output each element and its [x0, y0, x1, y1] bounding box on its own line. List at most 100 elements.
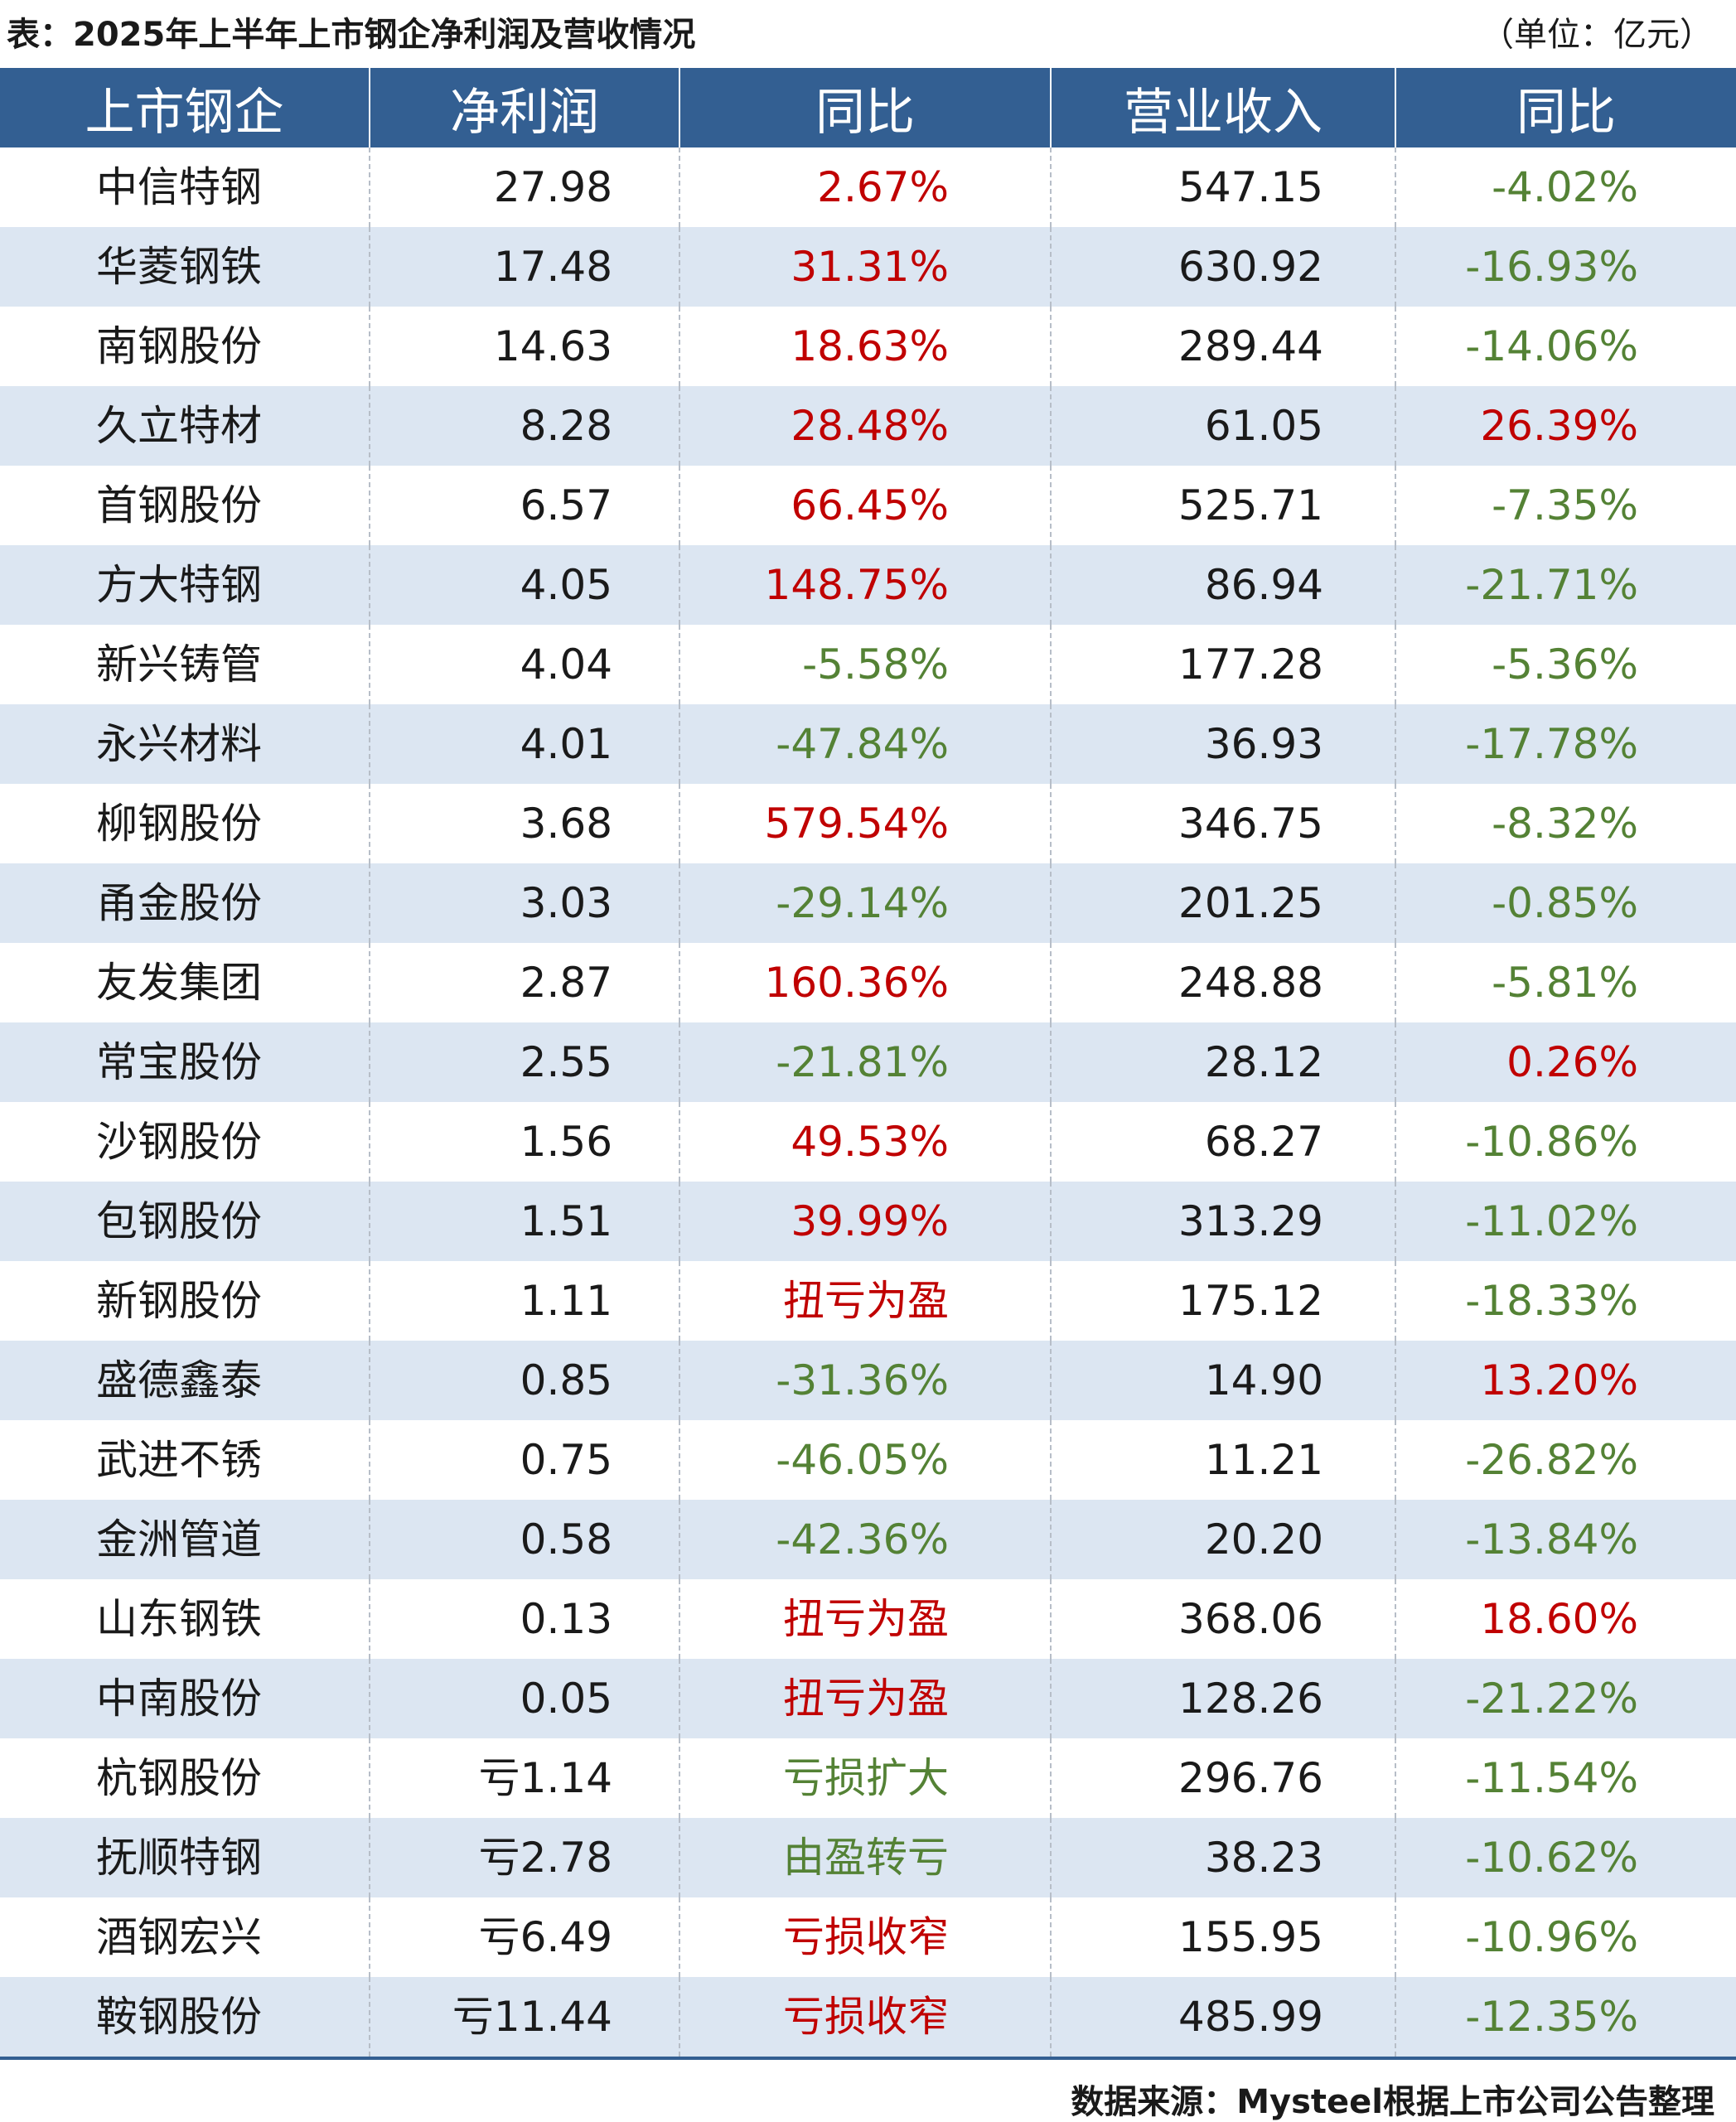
- profit-yoy-cell: -47.84%: [679, 704, 1051, 784]
- revenue-yoy-cell: -16.93%: [1395, 227, 1736, 307]
- net-profit-cell: 1.51: [369, 1182, 679, 1261]
- company-cell: 华菱钢铁: [96, 243, 262, 291]
- table-row: 抚顺特钢 亏2.78 由盈转亏 38.23 -10.62%: [0, 1818, 1736, 1897]
- table-row: 沙钢股份 1.56 49.53% 68.27 -10.86%: [0, 1102, 1736, 1182]
- company-cell: 永兴材料: [96, 720, 262, 768]
- company-cell: 金洲管道: [96, 1515, 262, 1564]
- net-profit-cell: 0.13: [369, 1579, 679, 1659]
- header-company: 上市钢企: [85, 83, 284, 142]
- revenue-cell: 36.93: [1050, 704, 1395, 784]
- revenue-yoy-cell: 13.20%: [1395, 1341, 1736, 1420]
- net-profit-cell: 亏11.44: [369, 1977, 679, 2060]
- company-cell: 甬金股份: [96, 879, 262, 927]
- profit-yoy-cell: 579.54%: [679, 784, 1051, 863]
- company-cell: 久立特材: [96, 402, 262, 450]
- net-profit-cell: 3.03: [369, 863, 679, 943]
- table-row: 山东钢铁 0.13 扭亏为盈 368.06 18.60%: [0, 1579, 1736, 1659]
- company-cell: 柳钢股份: [96, 800, 262, 848]
- company-cell: 中南股份: [96, 1675, 262, 1723]
- revenue-yoy-cell: -10.86%: [1395, 1102, 1736, 1182]
- company-cell: 沙钢股份: [96, 1118, 262, 1166]
- table-row: 方大特钢 4.05 148.75% 86.94 -21.71%: [0, 545, 1736, 625]
- table-row: 盛德鑫泰 0.85 -31.36% 14.90 13.20%: [0, 1341, 1736, 1420]
- net-profit-cell: 0.85: [369, 1341, 679, 1420]
- revenue-cell: 630.92: [1050, 227, 1395, 307]
- net-profit-cell: 3.68: [369, 784, 679, 863]
- table-header-row: 上市钢企 净利润 同比 营业收入 同比: [0, 68, 1736, 147]
- revenue-yoy-cell: -18.33%: [1395, 1261, 1736, 1341]
- net-profit-cell: 亏6.49: [369, 1897, 679, 1977]
- table-row: 南钢股份 14.63 18.63% 289.44 -14.06%: [0, 307, 1736, 386]
- revenue-yoy-cell: -0.85%: [1395, 863, 1736, 943]
- company-cell: 包钢股份: [96, 1197, 262, 1245]
- revenue-yoy-cell: -17.78%: [1395, 704, 1736, 784]
- revenue-cell: 346.75: [1050, 784, 1395, 863]
- steel-companies-table: 上市钢企 净利润 同比 营业收入 同比 中信特钢 27.98 2.67% 547.15…: [0, 68, 1736, 2060]
- company-cell: 抚顺特钢: [96, 1834, 262, 1882]
- table-row: 中信特钢 27.98 2.67% 547.15 -4.02%: [0, 147, 1736, 227]
- net-profit-cell: 0.58: [369, 1500, 679, 1579]
- profit-yoy-cell: 31.31%: [679, 227, 1051, 307]
- revenue-cell: 11.21: [1050, 1420, 1395, 1500]
- header-net-profit: 净利润: [369, 68, 679, 147]
- revenue-cell: 248.88: [1050, 943, 1395, 1022]
- table-row: 金洲管道 0.58 -42.36% 20.20 -13.84%: [0, 1500, 1736, 1579]
- revenue-yoy-cell: -21.22%: [1395, 1659, 1736, 1738]
- title-bar: 表：2025年上半年上市钢企净利润及营收情况 （单位：亿元）: [0, 0, 1736, 70]
- company-cell: 友发集团: [96, 959, 262, 1007]
- net-profit-cell: 2.87: [369, 943, 679, 1022]
- revenue-yoy-cell: 26.39%: [1395, 386, 1736, 466]
- net-profit-cell: 17.48: [369, 227, 679, 307]
- net-profit-cell: 8.28: [369, 386, 679, 466]
- revenue-cell: 68.27: [1050, 1102, 1395, 1182]
- profit-yoy-cell: -5.58%: [679, 625, 1051, 704]
- table-row: 杭钢股份 亏1.14 亏损扩大 296.76 -11.54%: [0, 1738, 1736, 1818]
- company-cell: 酒钢宏兴: [96, 1913, 262, 1961]
- net-profit-cell: 0.05: [369, 1659, 679, 1738]
- net-profit-cell: 亏2.78: [369, 1818, 679, 1897]
- profit-yoy-cell: 39.99%: [679, 1182, 1051, 1261]
- profit-yoy-cell: 亏损收窄: [679, 1897, 1051, 1977]
- net-profit-cell: 14.63: [369, 307, 679, 386]
- revenue-yoy-cell: -11.54%: [1395, 1738, 1736, 1818]
- header-revenue: 营业收入: [1050, 68, 1395, 147]
- profit-yoy-cell: 由盈转亏: [679, 1818, 1051, 1897]
- revenue-yoy-cell: -26.82%: [1395, 1420, 1736, 1500]
- revenue-cell: 485.99: [1050, 1977, 1395, 2060]
- revenue-yoy-cell: -11.02%: [1395, 1182, 1736, 1261]
- profit-yoy-cell: 66.45%: [679, 466, 1051, 545]
- company-cell: 武进不锈: [96, 1436, 262, 1484]
- revenue-cell: 547.15: [1050, 147, 1395, 227]
- net-profit-cell: 1.11: [369, 1261, 679, 1341]
- profit-yoy-cell: 148.75%: [679, 545, 1051, 625]
- revenue-cell: 20.20: [1050, 1500, 1395, 1579]
- profit-yoy-cell: 49.53%: [679, 1102, 1051, 1182]
- revenue-cell: 28.12: [1050, 1022, 1395, 1102]
- table-row: 包钢股份 1.51 39.99% 313.29 -11.02%: [0, 1182, 1736, 1261]
- company-cell: 常宝股份: [96, 1038, 262, 1086]
- net-profit-cell: 4.05: [369, 545, 679, 625]
- profit-yoy-cell: 160.36%: [679, 943, 1051, 1022]
- revenue-cell: 86.94: [1050, 545, 1395, 625]
- revenue-yoy-cell: -5.36%: [1395, 625, 1736, 704]
- table-row: 武进不锈 0.75 -46.05% 11.21 -26.82%: [0, 1420, 1736, 1500]
- net-profit-cell: 27.98: [369, 147, 679, 227]
- revenue-yoy-cell: 18.60%: [1395, 1579, 1736, 1659]
- net-profit-cell: 0.75: [369, 1420, 679, 1500]
- revenue-cell: 313.29: [1050, 1182, 1395, 1261]
- table-row: 中南股份 0.05 扭亏为盈 128.26 -21.22%: [0, 1659, 1736, 1738]
- net-profit-cell: 亏1.14: [369, 1738, 679, 1818]
- company-cell: 首钢股份: [96, 481, 262, 529]
- profit-yoy-cell: 扭亏为盈: [679, 1261, 1051, 1341]
- revenue-cell: 61.05: [1050, 386, 1395, 466]
- revenue-yoy-cell: -5.81%: [1395, 943, 1736, 1022]
- company-cell: 南钢股份: [96, 322, 262, 370]
- revenue-cell: 296.76: [1050, 1738, 1395, 1818]
- revenue-yoy-cell: 0.26%: [1395, 1022, 1736, 1102]
- table-row: 华菱钢铁 17.48 31.31% 630.92 -16.93%: [0, 227, 1736, 307]
- net-profit-cell: 4.04: [369, 625, 679, 704]
- revenue-cell: 14.90: [1050, 1341, 1395, 1420]
- company-cell: 中信特钢: [96, 163, 262, 211]
- header-profit-yoy: 同比: [679, 68, 1051, 147]
- revenue-cell: 368.06: [1050, 1579, 1395, 1659]
